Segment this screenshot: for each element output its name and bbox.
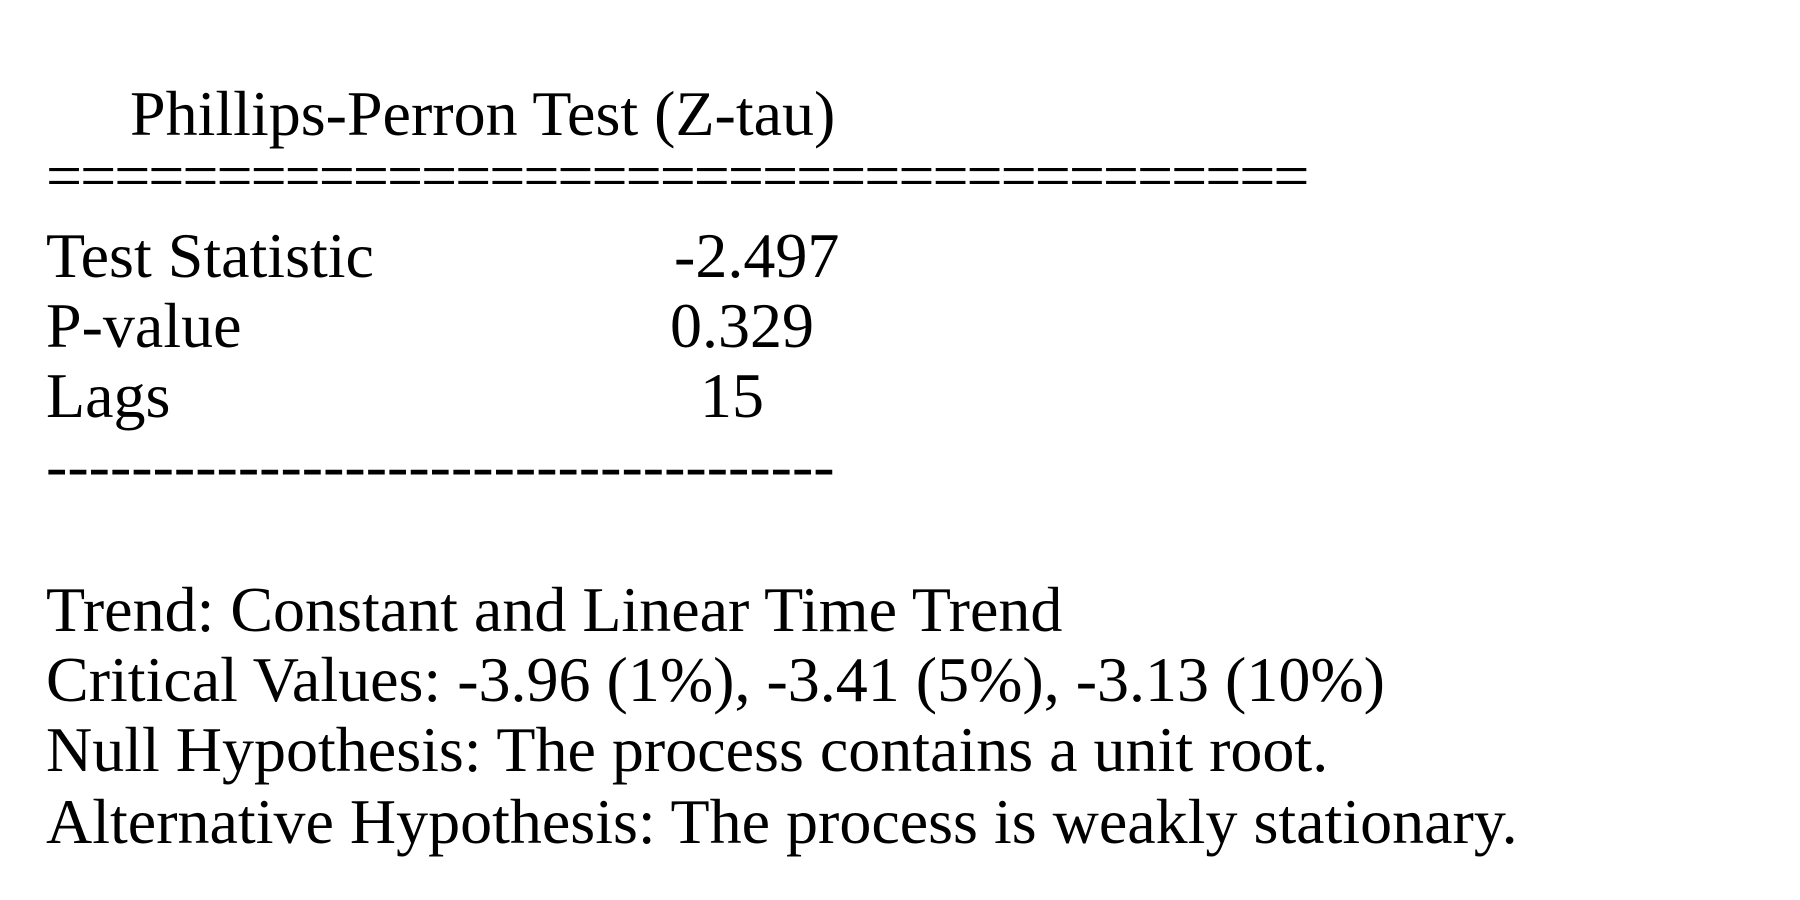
double-rule-divider: ===================================== [46,140,1307,212]
p-value-label: P-value [46,290,242,362]
test-statistic-value: -2.497 [674,220,839,292]
null-hypothesis-note: Null Hypothesis: The process contains a … [46,714,1328,786]
lags-label: Lags [46,360,170,432]
dash-rule-divider: ------------------------------------- [46,430,835,502]
lags-value: 15 [700,360,764,432]
trend-note: Trend: Constant and Linear Time Trend [46,574,1062,646]
p-value-value: 0.329 [670,290,814,362]
test-statistic-label: Test Statistic [46,220,374,292]
alternative-hypothesis-note: Alternative Hypothesis: The process is w… [46,786,1518,858]
critical-values-note: Critical Values: -3.96 (1%), -3.41 (5%),… [46,644,1385,716]
